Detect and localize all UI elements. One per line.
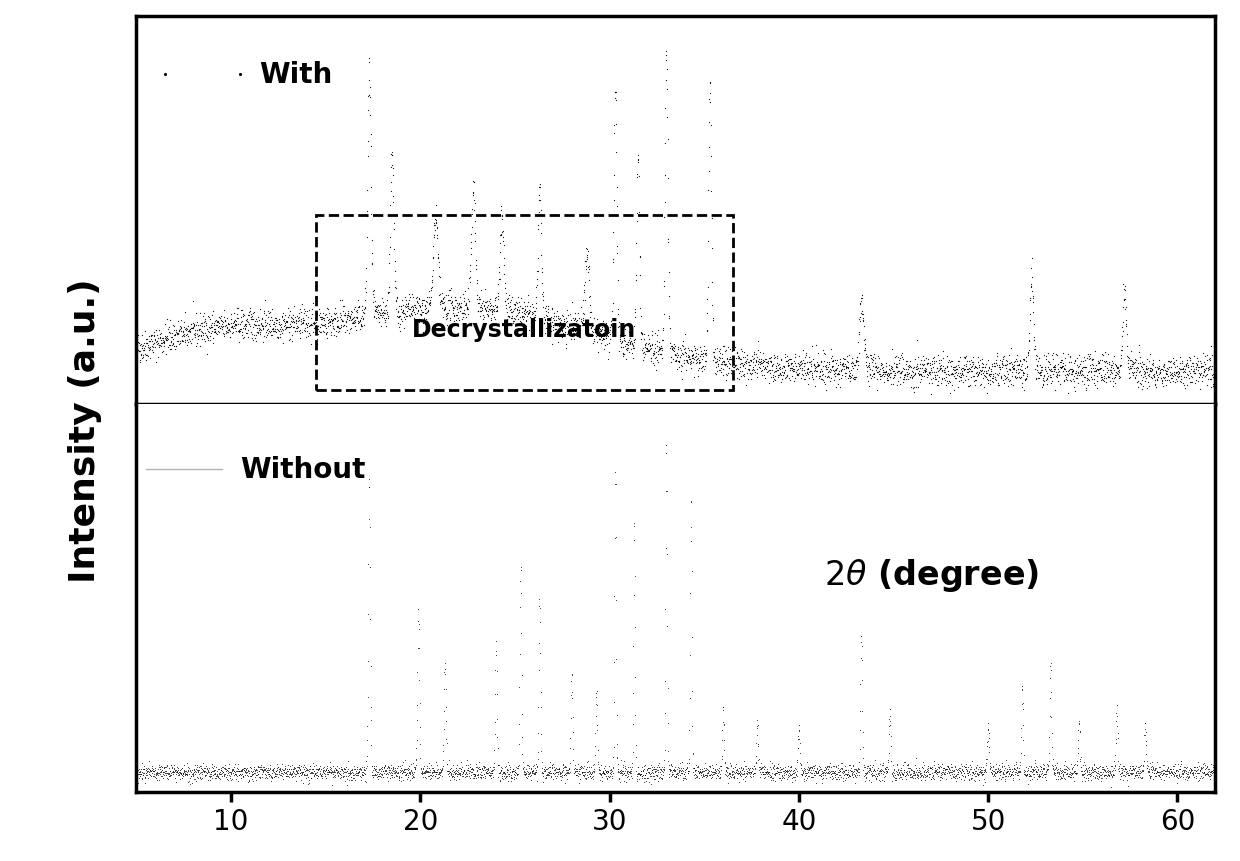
Bar [316, 216, 733, 391]
Text: With: With [259, 61, 332, 90]
Text: Intensity (a.u.): Intensity (a.u.) [68, 278, 102, 583]
Text: Without: Without [241, 455, 366, 483]
Text: $2\theta$ (degree): $2\theta$ (degree) [823, 556, 1039, 593]
Text: Decrystallizatoin: Decrystallizatoin [412, 318, 636, 342]
